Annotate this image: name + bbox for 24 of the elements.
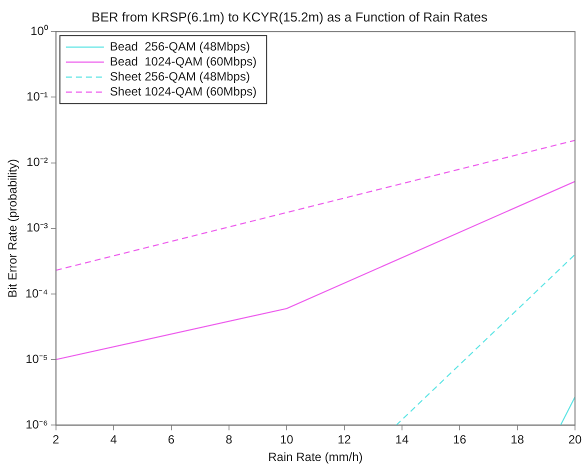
x-tick-label: 4 xyxy=(110,432,118,447)
chart-title: BER from KRSP(6.1m) to KCYR(15.2m) as a Function of Rain Rates xyxy=(92,9,488,24)
x-axis-title: Rain Rate (mm/h) xyxy=(268,450,363,464)
legend-label: Bead 1024-QAM (60Mbps) xyxy=(110,54,257,68)
x-tick-label: 6 xyxy=(168,432,175,447)
y-tick-label: 10⁻⁵ xyxy=(26,352,48,366)
x-tick-label: 16 xyxy=(452,432,467,447)
x-tick-label: 8 xyxy=(226,432,233,447)
y-tick-label: 10⁻² xyxy=(26,155,48,170)
x-tick-label: 18 xyxy=(510,432,524,447)
legend-label: Bead 256-QAM (48Mbps) xyxy=(110,39,250,54)
legend-label: Sheet 256-QAM (48Mbps) xyxy=(110,69,250,84)
x-tick-label: 12 xyxy=(338,432,352,447)
x-tick-label: 10 xyxy=(280,432,294,447)
legend-label: Sheet 1024-QAM (60Mbps) xyxy=(110,84,257,98)
x-tick-label: 14 xyxy=(395,432,409,447)
y-tick-label: 10⁻³ xyxy=(26,220,48,235)
x-tick-label: 2 xyxy=(52,432,60,447)
x-tick-label: 20 xyxy=(568,432,582,447)
y-axis-title: Bit Error Rate (probability) xyxy=(6,159,20,298)
y-tick-label: 10⁰ xyxy=(30,24,48,38)
y-tick-label: 10⁻¹ xyxy=(26,90,48,104)
y-tick-label: 10⁻⁴ xyxy=(25,286,48,300)
y-tick-label: 10⁻⁶ xyxy=(26,418,48,432)
